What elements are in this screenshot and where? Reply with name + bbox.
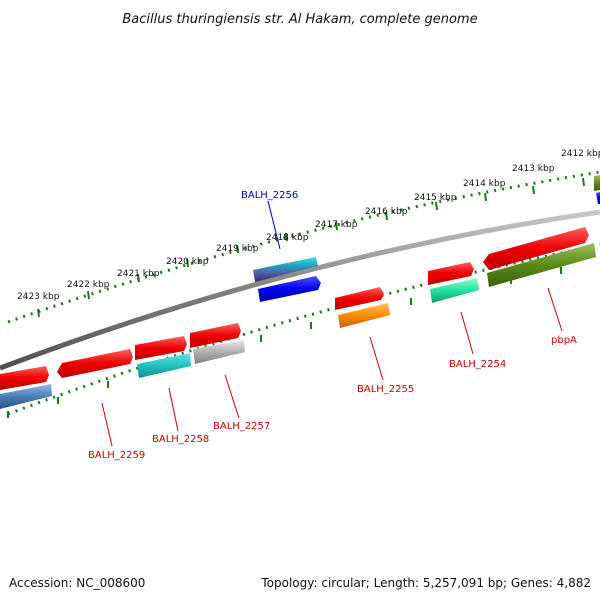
gene-label-pbpa[interactable]: pbpA	[551, 335, 577, 346]
tick-label: 2420 kbp	[166, 257, 209, 267]
gene-arrow[interactable]	[0, 366, 49, 390]
gene-arrow[interactable]	[594, 175, 600, 191]
gene-arrow[interactable]	[137, 353, 191, 378]
reverse-genes	[0, 192, 600, 409]
gene-arrow[interactable]	[190, 323, 241, 348]
accession-text: Accession: NC_008600	[9, 576, 145, 590]
label-leaders	[101, 200, 563, 447]
gene-arrow[interactable]	[483, 227, 589, 270]
tick-label: 2415 kbp	[414, 193, 457, 203]
gene-arrow[interactable]	[193, 340, 245, 364]
ruler-ticks	[37, 177, 585, 318]
gene-label-balh-2256[interactable]: BALH_2256	[241, 190, 298, 201]
tick-label: 2419 kbp	[216, 244, 259, 254]
tick-label: 2414 kbp	[463, 179, 506, 189]
genome-backbone	[0, 209, 600, 371]
gene-arrow[interactable]	[253, 257, 318, 282]
gene-label-balh-2259[interactable]: BALH_2259	[88, 450, 145, 461]
tick-label: 2412 kbp	[561, 149, 600, 159]
gene-arrow[interactable]	[335, 287, 384, 310]
gene-arrow[interactable]	[338, 303, 390, 328]
gene-arrow[interactable]	[428, 262, 474, 285]
topology-text: Topology: circular; Length: 5,257,091 bp…	[260, 576, 591, 590]
gene-arrow[interactable]	[430, 278, 479, 303]
gene-label-balh-2257[interactable]: BALH_2257	[213, 421, 270, 432]
map-title: Bacillus thuringiensis str. Al Hakam, co…	[122, 12, 477, 27]
gene-balh-2256-group	[253, 257, 321, 302]
gene-arrow[interactable]	[487, 243, 596, 287]
tick-label: 2421 kbp	[117, 269, 160, 279]
tick-label: 2413 kbp	[512, 164, 555, 174]
gene-arrow[interactable]	[0, 384, 52, 409]
tick-label: 2422 kbp	[67, 280, 110, 290]
tick-label: 2423 kbp	[17, 292, 60, 302]
forward-genes	[0, 175, 600, 390]
gene-arrow[interactable]	[258, 276, 321, 302]
gene-arrow[interactable]	[57, 349, 133, 378]
gene-label-balh-2258[interactable]: BALH_2258	[152, 434, 209, 445]
gene-labels: BALH_2256 BALH_2255 BALH_2254 pbpA BALH_…	[88, 190, 577, 461]
tick-label: 2417 kbp	[315, 220, 358, 230]
ruler-tick-labels: 2423 kbp 2422 kbp 2421 kbp 2420 kbp 2419…	[17, 149, 600, 302]
tick-label: 2416 kbp	[365, 207, 408, 217]
gene-label-balh-2254[interactable]: BALH_2254	[449, 359, 506, 370]
outer-ruler	[7, 170, 600, 324]
tick-label: 2418 kbp	[266, 233, 309, 243]
gene-label-balh-2255[interactable]: BALH_2255	[357, 384, 414, 395]
gene-arrow[interactable]	[135, 336, 187, 360]
gene-arrow[interactable]	[596, 192, 600, 204]
